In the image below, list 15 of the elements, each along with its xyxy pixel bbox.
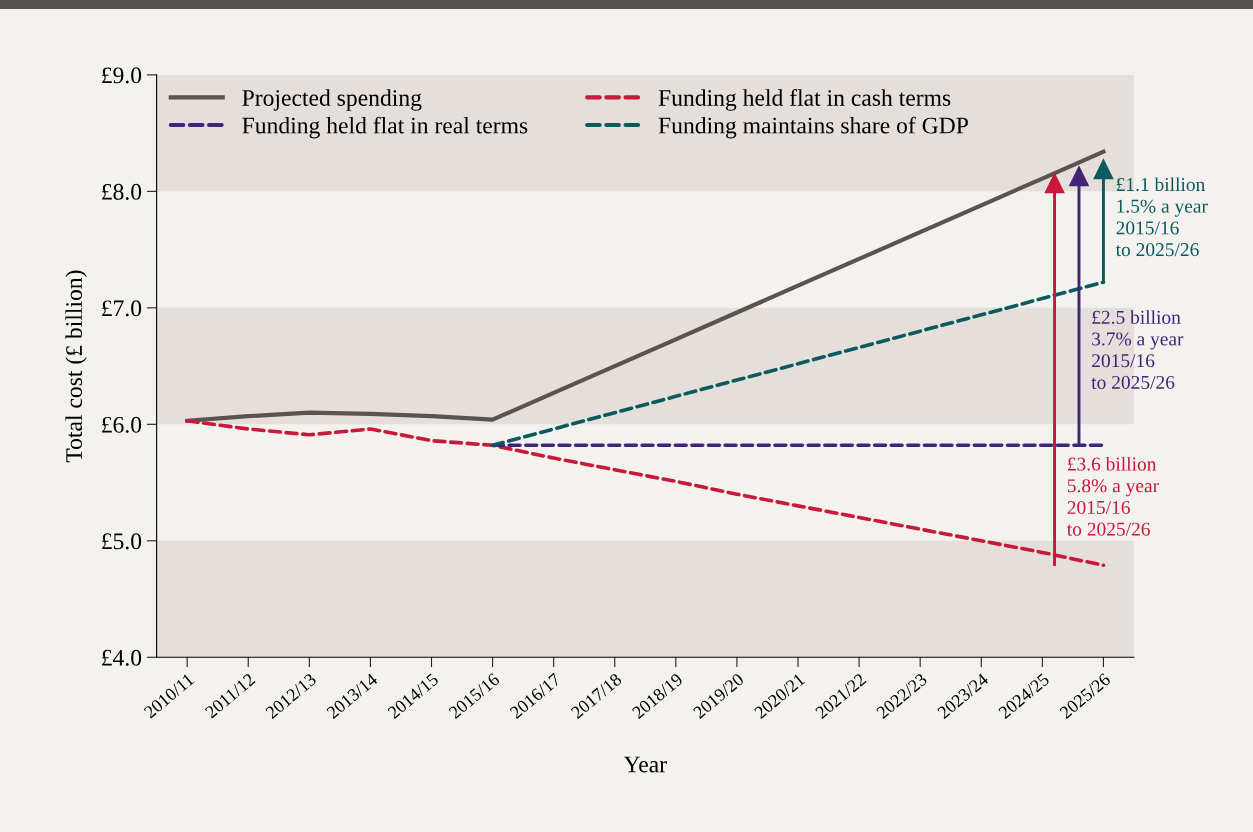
legend-label: Funding held flat in real terms	[242, 116, 528, 139]
x-axis-title: Year	[623, 756, 667, 773]
legend-label: Funding maintains share of GDP	[658, 116, 968, 139]
legend-label: Funding held flat in cash terms	[658, 89, 951, 111]
annotation: £1.1 billion 1.5% a year 2015/16 to 2025/26	[1115, 177, 1208, 257]
y-tick-label: £8.0	[102, 183, 142, 200]
y-axis-title: Total cost (£ billion)	[65, 270, 87, 463]
annotation: £3.6 billion 5.8% a year 2015/16 to 2025/26	[1066, 456, 1159, 536]
legend-label: Projected spending	[242, 89, 422, 111]
y-tick-label: £6.0	[102, 416, 142, 433]
y-tick-label: £4.0	[102, 649, 142, 666]
y-tick-label: £5.0	[102, 533, 142, 550]
y-tick-label: £7.0	[102, 300, 142, 317]
annotation: £2.5 billion 3.7% a year 2015/16 to 2025/26	[1091, 310, 1184, 389]
y-tick-label: £9.0	[102, 67, 142, 84]
